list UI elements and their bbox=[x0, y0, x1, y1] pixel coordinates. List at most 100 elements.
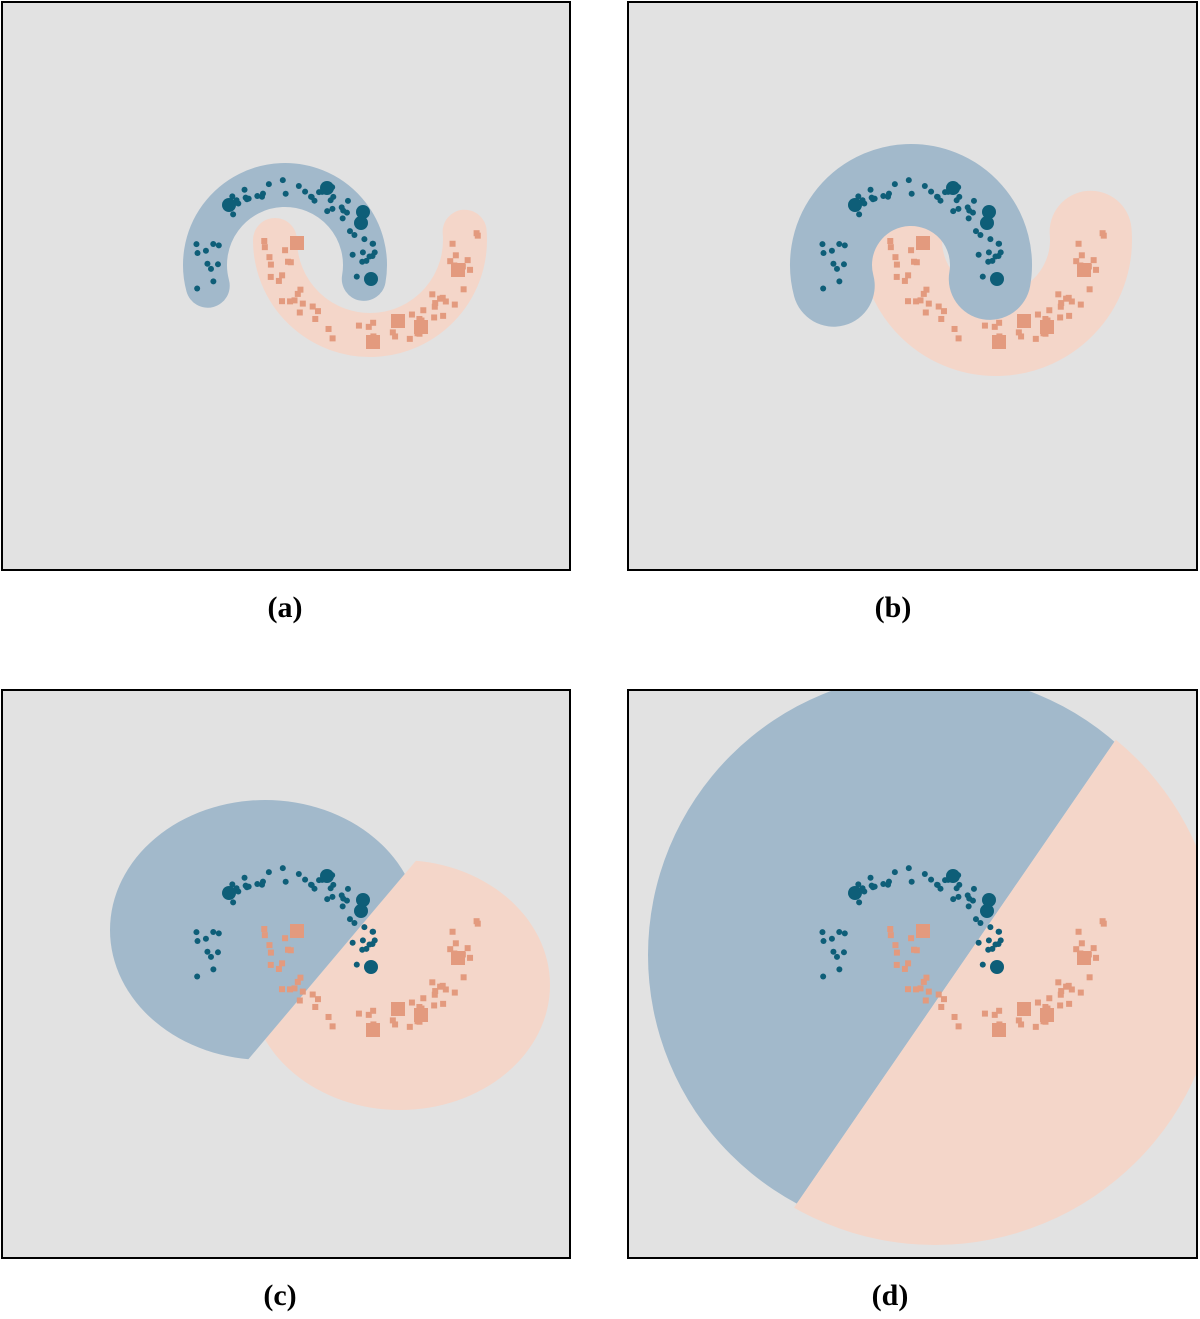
orange-point bbox=[440, 312, 447, 319]
blue-point bbox=[861, 888, 868, 895]
orange-point bbox=[437, 295, 444, 302]
blue-point bbox=[855, 881, 862, 888]
orange-point bbox=[981, 322, 988, 329]
blue-point bbox=[202, 935, 209, 942]
panel-c-regions bbox=[2, 690, 570, 1258]
blue-point bbox=[265, 869, 272, 876]
orange-point bbox=[1015, 1017, 1022, 1024]
orange-point bbox=[1093, 954, 1100, 961]
panel-a-regions bbox=[2, 2, 570, 570]
orange-point bbox=[920, 978, 927, 985]
blue-point bbox=[279, 177, 286, 184]
orange-point bbox=[287, 947, 294, 954]
blue-point bbox=[230, 211, 237, 218]
blue-point bbox=[359, 946, 366, 953]
blue-point bbox=[339, 215, 346, 222]
blue-point bbox=[344, 885, 351, 892]
orange-point bbox=[1055, 291, 1062, 298]
orange-point bbox=[1042, 1003, 1049, 1010]
orange-point bbox=[282, 247, 289, 254]
orange-point bbox=[1055, 979, 1062, 986]
blue-point bbox=[349, 251, 356, 258]
orange-point bbox=[1078, 940, 1085, 947]
frame bbox=[1, 1, 571, 571]
blue-point bbox=[210, 278, 217, 285]
blue-point bbox=[329, 205, 336, 212]
orange-point bbox=[287, 259, 294, 266]
blue-point bbox=[820, 285, 827, 292]
orange-point bbox=[904, 986, 911, 993]
blue-point bbox=[242, 194, 249, 201]
blue-point bbox=[868, 882, 875, 889]
orange-point bbox=[275, 277, 282, 284]
blue-prototype bbox=[354, 216, 368, 230]
orange-prototype bbox=[992, 335, 1006, 349]
blue-point bbox=[193, 241, 200, 248]
orange-point bbox=[913, 947, 920, 954]
orange-point bbox=[1018, 333, 1025, 340]
blue-prototype bbox=[980, 904, 994, 918]
orange-point bbox=[917, 985, 924, 992]
orange-point bbox=[297, 974, 304, 981]
orange-point bbox=[1066, 1000, 1073, 1007]
blue-point bbox=[207, 953, 214, 960]
orange-prototype bbox=[1077, 951, 1091, 965]
orange-point bbox=[460, 974, 467, 981]
blue-point bbox=[987, 236, 994, 243]
blue-point bbox=[302, 876, 309, 883]
orange-prototype bbox=[1040, 320, 1054, 334]
orange-point bbox=[905, 272, 912, 279]
blue-point bbox=[856, 211, 863, 218]
orange-point bbox=[1073, 946, 1080, 953]
orange-point bbox=[267, 961, 274, 968]
blue-point bbox=[820, 938, 827, 945]
frames bbox=[1, 1, 1198, 1259]
blue-point bbox=[966, 895, 973, 902]
blue-point bbox=[965, 903, 972, 910]
orange-prototype bbox=[1040, 1008, 1054, 1022]
orange-point bbox=[1058, 988, 1065, 995]
blue-point bbox=[210, 241, 217, 248]
orange-point bbox=[893, 949, 900, 956]
orange-point bbox=[406, 1023, 413, 1030]
blue-point bbox=[921, 182, 928, 189]
orange-point bbox=[917, 297, 924, 304]
blue-point bbox=[371, 249, 378, 256]
orange-point bbox=[887, 244, 894, 251]
blue-point bbox=[928, 188, 935, 195]
orange-point bbox=[452, 252, 459, 259]
blue-prototype bbox=[320, 869, 334, 883]
blue-point bbox=[921, 870, 928, 877]
orange-point bbox=[312, 315, 319, 322]
blue-prototype bbox=[848, 198, 862, 212]
orange-point bbox=[431, 314, 438, 321]
blue-point bbox=[934, 882, 941, 889]
blue-point bbox=[965, 215, 972, 222]
orange-point bbox=[955, 335, 962, 342]
orange-point bbox=[1034, 311, 1041, 318]
blue-point bbox=[992, 941, 999, 948]
blue-point bbox=[193, 929, 200, 936]
blue-prototype bbox=[364, 272, 378, 286]
orange-point bbox=[951, 325, 958, 332]
orange-point bbox=[432, 300, 439, 307]
panel-d-regions bbox=[628, 690, 1197, 1258]
blue-prototype bbox=[990, 272, 1004, 286]
orange-point bbox=[892, 254, 899, 261]
blue-point bbox=[975, 251, 982, 258]
orange-point bbox=[420, 995, 427, 1002]
blue-point bbox=[867, 186, 874, 193]
blue-point bbox=[820, 250, 827, 257]
orange-point bbox=[1068, 298, 1075, 305]
orange-point bbox=[1057, 991, 1064, 998]
orange-point bbox=[1090, 945, 1097, 952]
orange-point bbox=[1018, 1021, 1025, 1028]
blue-point bbox=[370, 928, 377, 935]
orange-point bbox=[294, 978, 301, 985]
blue-point bbox=[344, 197, 351, 204]
regions bbox=[2, 2, 1197, 1258]
blue-point bbox=[194, 250, 201, 257]
blue-point bbox=[830, 948, 837, 955]
orange-point bbox=[447, 946, 454, 953]
blue-point bbox=[265, 181, 272, 188]
